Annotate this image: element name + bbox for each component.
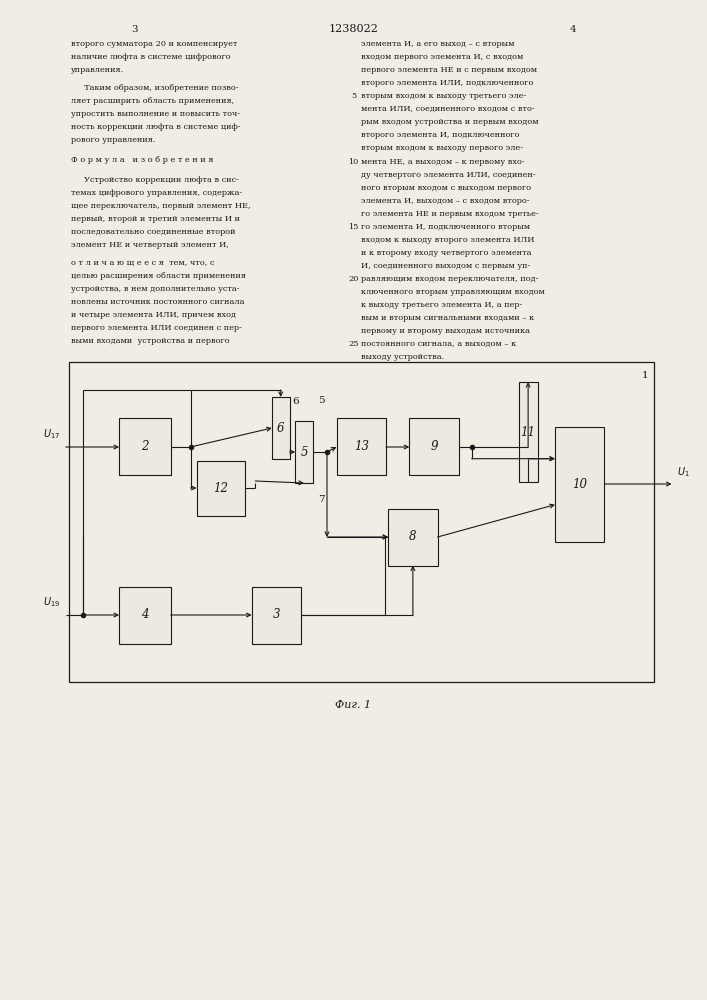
Text: 11: 11 [520,426,536,438]
Text: постоянного сигнала, а выходом – к: постоянного сигнала, а выходом – к [361,340,515,348]
Text: вторым входом к выходу первого эле-: вторым входом к выходу первого эле- [361,144,522,152]
Text: наличие люфта в системе цифрового: наличие люфта в системе цифрового [71,53,230,61]
Text: устройства, в нем дополнительно уста-: устройства, в нем дополнительно уста- [71,285,239,293]
Text: 5: 5 [351,92,356,100]
Text: к выходу третьего элемента И, а пер-: к выходу третьего элемента И, а пер- [361,301,522,309]
Text: последовательно соединенные второй: последовательно соединенные второй [71,228,235,236]
Text: элемента И, а его выход – с вторым: элемента И, а его выход – с вторым [361,40,514,48]
Text: 20: 20 [349,275,358,283]
Text: 1238022: 1238022 [329,24,378,34]
Text: 4: 4 [141,608,148,621]
Text: второго сумматора 20 и компенсирует: второго сумматора 20 и компенсирует [71,40,237,48]
Text: и четыре элемента ИЛИ, причем вход: и четыре элемента ИЛИ, причем вход [71,311,235,319]
Text: Фиг. 1: Фиг. 1 [335,700,372,710]
Text: 7: 7 [318,494,325,504]
Text: Таким образом, изобретение позво-: Таким образом, изобретение позво- [71,84,238,92]
Text: Ф о р м у л а   и з о б р е т е н и я: Ф о р м у л а и з о б р е т е н и я [71,156,214,164]
Text: 12: 12 [213,482,228,494]
Bar [519,382,538,482]
Bar [296,421,313,483]
Text: целью расширения области применения: целью расширения области применения [71,272,246,280]
Text: элемент НЕ и четвертый элемент И,: элемент НЕ и четвертый элемент И, [71,241,228,249]
Text: 15: 15 [349,223,358,231]
Text: 10: 10 [349,158,358,166]
Bar [388,508,438,566]
Text: го элемента И, подключенного вторым: го элемента И, подключенного вторым [361,223,530,231]
Text: 4: 4 [569,24,576,33]
Text: мента НЕ, а выходом – к первому вхо-: мента НЕ, а выходом – к первому вхо- [361,158,524,166]
Text: 9: 9 [431,440,438,454]
Text: го элемента НЕ и первым входом третье-: го элемента НЕ и первым входом третье- [361,210,538,218]
Bar [119,586,171,644]
Text: ду четвертого элемента ИЛИ, соединен-: ду четвертого элемента ИЛИ, соединен- [361,171,535,179]
Text: 5: 5 [300,446,308,458]
Text: 10: 10 [572,478,588,490]
Bar [409,418,459,475]
Text: 2: 2 [141,440,148,454]
Text: рым входом устройства и первым входом: рым входом устройства и первым входом [361,118,538,126]
Text: второго элемента И, подключенного: второго элемента И, подключенного [361,131,519,139]
Text: 8: 8 [409,530,416,544]
Text: равляющим входом переключателя, под-: равляющим входом переключателя, под- [361,275,538,283]
Text: Устройство коррекции люфта в сис-: Устройство коррекции люфта в сис- [71,176,238,184]
Bar [337,418,386,475]
Text: 1: 1 [641,370,648,379]
Text: первого элемента ИЛИ соединен с пер-: первого элемента ИЛИ соединен с пер- [71,324,242,332]
Bar [555,426,604,542]
Bar [197,460,245,516]
Text: первому и второму выходам источника: первому и второму выходам источника [361,327,530,335]
Text: новлены источник постоянного сигнала: новлены источник постоянного сигнала [71,298,244,306]
Text: 3: 3 [131,24,138,33]
Bar [119,418,171,475]
Text: рового управления.: рового управления. [71,136,156,144]
Text: упростить выполнение и повысить точ-: упростить выполнение и повысить точ- [71,110,240,118]
Text: входом к выходу второго элемента ИЛИ: входом к выходу второго элемента ИЛИ [361,236,534,244]
Text: входом первого элемента И, с входом: входом первого элемента И, с входом [361,53,523,61]
Text: второго элемента ИЛИ, подключенного: второго элемента ИЛИ, подключенного [361,79,533,87]
Text: $U_{19}$: $U_{19}$ [43,595,60,609]
Text: вым и вторым сигнальными входами – к: вым и вторым сигнальными входами – к [361,314,534,322]
Bar [271,397,290,459]
Text: ного вторым входом с выходом первого: ного вторым входом с выходом первого [361,184,531,192]
Text: первого элемента НЕ и с первым входом: первого элемента НЕ и с первым входом [361,66,537,74]
Text: щее переключатель, первый элемент НЕ,: щее переключатель, первый элемент НЕ, [71,202,250,210]
Bar [69,362,654,682]
Text: первый, второй и третий элементы И и: первый, второй и третий элементы И и [71,215,240,223]
Text: вторым входом к выходу третьего эле-: вторым входом к выходу третьего эле- [361,92,526,100]
Text: 6: 6 [277,422,284,434]
Text: 6: 6 [292,397,298,406]
Text: 3: 3 [273,608,280,621]
Text: выходу устройства.: выходу устройства. [361,353,444,361]
Text: ность коррекции люфта в системе циф-: ность коррекции люфта в системе циф- [71,123,240,131]
Text: темах цифрового управления, содержа-: темах цифрового управления, содержа- [71,189,242,197]
Text: элемента И, выходом – с входом второ-: элемента И, выходом – с входом второ- [361,197,529,205]
Bar [252,586,301,644]
Text: ключенного вторым управляющим входом: ключенного вторым управляющим входом [361,288,544,296]
Text: 25: 25 [349,340,358,348]
Text: ляет расширить область применения,: ляет расширить область применения, [71,97,234,105]
Text: 13: 13 [354,440,369,454]
Text: управления.: управления. [71,66,124,74]
Text: выми входами  устройства и первого: выми входами устройства и первого [71,337,229,345]
Text: И, соединенного выходом с первым уп-: И, соединенного выходом с первым уп- [361,262,530,270]
Text: мента ИЛИ, соединенного входом с вто-: мента ИЛИ, соединенного входом с вто- [361,105,534,113]
Text: $U_1$: $U_1$ [677,465,690,479]
Text: и к второму входу четвертого элемента: и к второму входу четвертого элемента [361,249,531,257]
Text: 5: 5 [318,396,325,405]
Text: о т л и ч а ю щ е е с я  тем, что, с: о т л и ч а ю щ е е с я тем, что, с [71,259,214,267]
Text: $U_{17}$: $U_{17}$ [43,427,60,441]
